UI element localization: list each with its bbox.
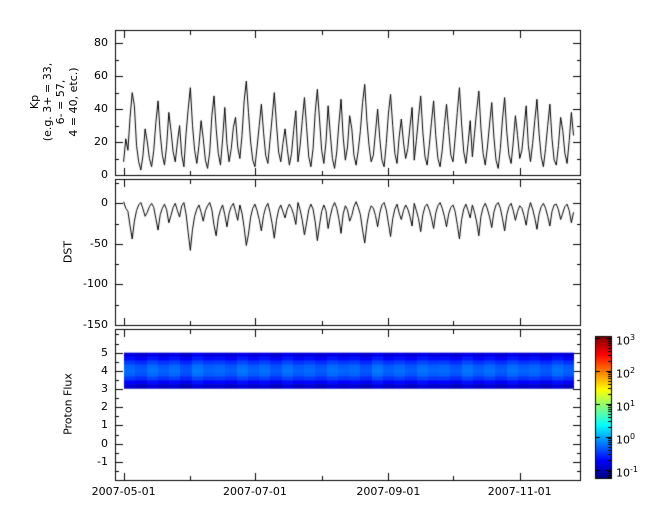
proton-flux-y-tick-label: 1 [101, 418, 108, 431]
proton-flux-y-tick-label: 2 [101, 400, 108, 413]
kp-index-y-tick-label: 20 [94, 135, 108, 148]
dst-index-y-tick-label: -100 [83, 277, 108, 290]
colorbar-tick-label: 103 [616, 332, 636, 348]
proton-flux-y-tick-label: 5 [101, 346, 108, 359]
colorbar-tick-label: 100 [616, 431, 636, 447]
colorbar-tick-label: 102 [616, 365, 636, 381]
dst-index-y-tick-label: -150 [83, 318, 108, 331]
kp-axis-label-line: 6- = 57, [54, 79, 67, 125]
proton-flux-y-tick-label: 4 [101, 364, 108, 377]
proton-flux-y-tick-label: -1 [97, 455, 108, 468]
kp-index-y-tick-label: 60 [94, 69, 108, 82]
kp-index-y-tick-label: 40 [94, 102, 108, 115]
colorbar-tick-label: 101 [616, 398, 636, 414]
proton-flux-y-tick-label: 0 [101, 437, 108, 450]
kp-index-y-tick-label: 0 [101, 168, 108, 181]
x-axis-date-label: 2007-11-01 [487, 485, 552, 498]
kp-axis-label-line: Kp [28, 94, 41, 110]
x-axis-date-label: 2007-07-01 [222, 485, 287, 498]
dst-index-y-tick-label: 0 [101, 196, 108, 209]
kp-axis-label-line: (e.g. 3+ = 33, [41, 62, 54, 142]
x-axis-date-label: 2007-09-01 [356, 485, 421, 498]
colorbar-tick-label: 10-1 [616, 464, 638, 480]
dst-index-y-tick-label: -50 [90, 237, 108, 250]
x-axis-date-label: 2007-05-01 [91, 485, 156, 498]
kp-index-y-tick-label: 80 [94, 36, 108, 49]
proton-flux-y-tick-label: 3 [101, 382, 108, 395]
